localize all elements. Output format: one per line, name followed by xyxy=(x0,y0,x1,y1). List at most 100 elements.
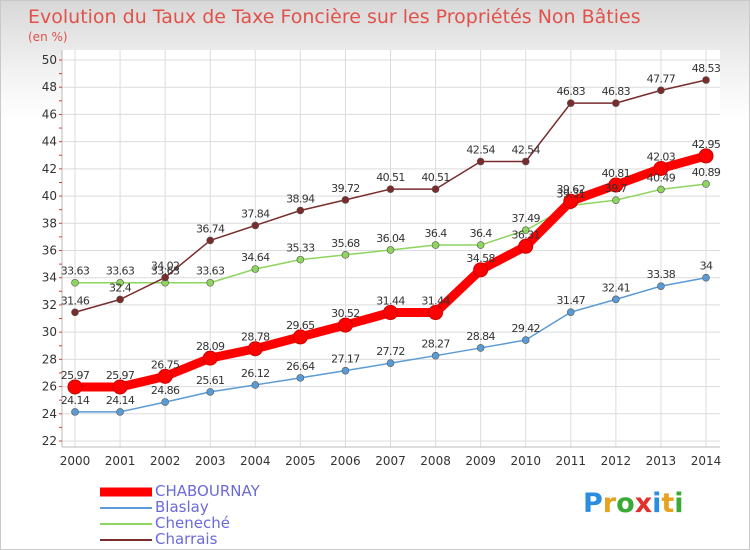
data-label: 28.09 xyxy=(196,340,225,353)
data-point xyxy=(473,262,489,278)
data-label: 31.44 xyxy=(376,295,405,308)
data-label: 32.4 xyxy=(109,281,132,294)
data-point xyxy=(431,241,440,249)
logo-letter: x xyxy=(634,488,653,519)
x-tick-label: 2006 xyxy=(330,454,361,468)
data-label: 40.89 xyxy=(692,166,721,179)
y-tick-label: 38 xyxy=(42,216,57,230)
data-point xyxy=(386,359,395,367)
y-tick-label: 24 xyxy=(42,407,57,421)
data-label: 25.97 xyxy=(106,369,135,382)
data-label: 38.94 xyxy=(286,192,315,205)
y-tick-label: 48 xyxy=(42,80,57,94)
data-label: 40.81 xyxy=(602,167,631,180)
logo-letter: t xyxy=(661,488,675,519)
data-point xyxy=(521,226,530,235)
data-label: 48.53 xyxy=(692,62,721,75)
x-tick-label: 2003 xyxy=(195,454,226,468)
x-tick-label: 2005 xyxy=(285,454,316,468)
data-label: 33.38 xyxy=(647,268,676,281)
y-tick-label: 30 xyxy=(42,325,57,339)
data-point xyxy=(251,221,260,230)
data-point xyxy=(612,295,620,304)
x-tick-label: 2012 xyxy=(601,454,632,468)
data-point xyxy=(566,99,575,107)
data-point xyxy=(608,177,624,193)
data-point xyxy=(341,251,350,259)
y-tick-label: 28 xyxy=(42,352,57,366)
data-point xyxy=(71,308,79,317)
data-point xyxy=(476,157,485,166)
data-point xyxy=(202,350,218,366)
data-point xyxy=(566,308,575,316)
data-point xyxy=(698,148,714,164)
data-point xyxy=(702,76,710,84)
data-point xyxy=(428,305,444,321)
y-tick-label: 44 xyxy=(42,135,57,149)
x-tick-label: 2014 xyxy=(691,454,722,468)
data-label: 36.4 xyxy=(470,227,493,240)
data-label: 28.84 xyxy=(466,330,495,343)
data-label: 32.41 xyxy=(602,281,631,294)
data-label: 31.44 xyxy=(421,295,450,308)
data-label: 36.74 xyxy=(196,222,225,235)
data-point xyxy=(386,185,395,193)
data-label: 46.83 xyxy=(557,85,586,98)
y-tick-label: 22 xyxy=(42,434,57,448)
data-point xyxy=(386,246,395,254)
data-point xyxy=(521,336,530,344)
data-point xyxy=(383,305,398,321)
data-label: 24.86 xyxy=(151,384,180,397)
data-label: 40.51 xyxy=(421,171,450,184)
data-point xyxy=(431,185,440,193)
legend-swatch xyxy=(100,507,152,509)
data-label: 26.64 xyxy=(286,360,315,373)
data-label: 25.61 xyxy=(196,374,225,387)
data-point xyxy=(71,278,79,287)
y-tick-label: 34 xyxy=(42,271,57,285)
data-label: 26.12 xyxy=(241,367,270,380)
logo-letter: P xyxy=(583,488,603,519)
y-tick-label: 46 xyxy=(42,107,57,121)
logo-letter: i xyxy=(652,488,662,519)
data-point xyxy=(251,381,260,389)
proxiti-logo: Proxiti xyxy=(583,488,684,519)
chart-title: Evolution du Taux de Taxe Foncière sur l… xyxy=(28,6,641,28)
data-label: 34.02 xyxy=(151,259,180,272)
data-label: 37.49 xyxy=(511,212,540,225)
data-point xyxy=(476,241,485,249)
data-point xyxy=(476,344,485,352)
data-label: 29.42 xyxy=(511,322,540,335)
x-tick-label: 2007 xyxy=(375,454,406,468)
data-label: 40.49 xyxy=(647,171,676,184)
data-label: 33.63 xyxy=(106,265,135,278)
data-point xyxy=(292,329,308,345)
x-tick-label: 2009 xyxy=(465,454,496,468)
data-point xyxy=(612,196,620,204)
x-tick-label: 2010 xyxy=(510,454,541,468)
legend-swatch xyxy=(100,523,152,525)
legend-swatch xyxy=(100,539,152,541)
data-point xyxy=(206,278,215,287)
data-point xyxy=(161,398,169,406)
data-label: 39.62 xyxy=(557,183,586,196)
y-tick-label: 32 xyxy=(42,298,57,312)
data-label: 36.31 xyxy=(511,228,540,241)
data-label: 29.65 xyxy=(286,319,315,332)
data-label: 31.47 xyxy=(557,294,586,307)
data-label: 39.7 xyxy=(605,182,628,195)
data-label: 47.77 xyxy=(647,72,676,85)
y-tick-label: 36 xyxy=(42,244,57,258)
data-label: 26.75 xyxy=(151,358,180,371)
data-label: 30.52 xyxy=(331,307,360,320)
data-point xyxy=(518,238,534,254)
data-point xyxy=(116,278,124,287)
x-tick-label: 2002 xyxy=(150,454,181,468)
logo-letter: r xyxy=(602,488,617,519)
x-tick-label: 2001 xyxy=(105,454,136,468)
data-label: 27.17 xyxy=(331,353,360,366)
data-label: 33.63 xyxy=(151,265,180,278)
data-label: 39.31 xyxy=(557,187,586,200)
data-label: 28.27 xyxy=(421,338,450,351)
data-point xyxy=(657,282,665,290)
